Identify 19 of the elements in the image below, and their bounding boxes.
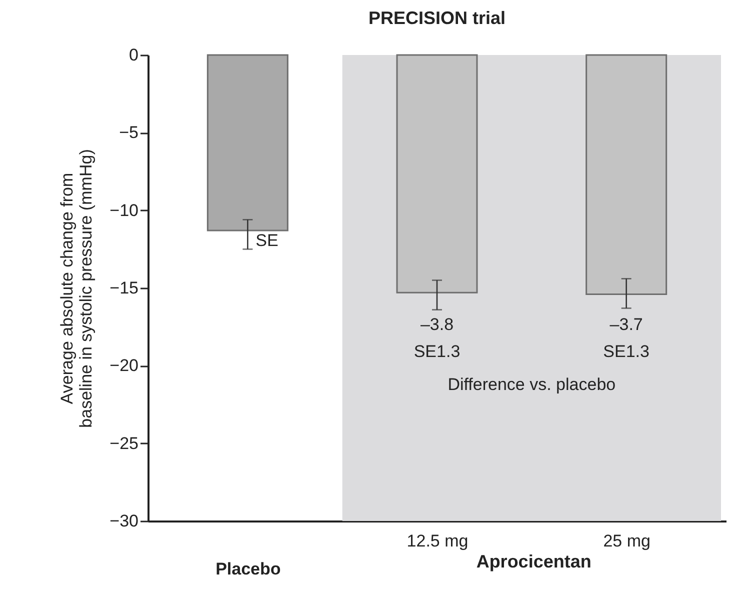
x-tick-label: 12.5 mg [406,532,468,550]
annotation: –3.8 [420,315,454,334]
chart-title: PRECISION trial [368,8,506,28]
y-tick-label: −20 [110,356,138,376]
y-tick-label: −10 [110,200,138,220]
annotation: SE1.3 [603,342,650,361]
x-axis-title: Aprocicentan [476,552,592,572]
y-tick-label: −5 [119,123,138,142]
y-axis-title: Average absolute change from baseline in systolic pressure (mmHg) [58,149,96,428]
y-tick-label: −25 [110,434,138,453]
y-tick-label: −30 [110,512,138,530]
y-tick-label: −15 [110,278,138,298]
x-tick-label: 25 mg [603,532,650,550]
y-tick-label: 0 [129,46,138,64]
x-tick-label: Placebo [216,560,281,578]
annotation: –3.7 [610,315,643,334]
annotation: SE1.3 [414,342,460,361]
annotation: Difference vs. placebo [448,375,616,394]
annotation: SE [256,231,278,250]
